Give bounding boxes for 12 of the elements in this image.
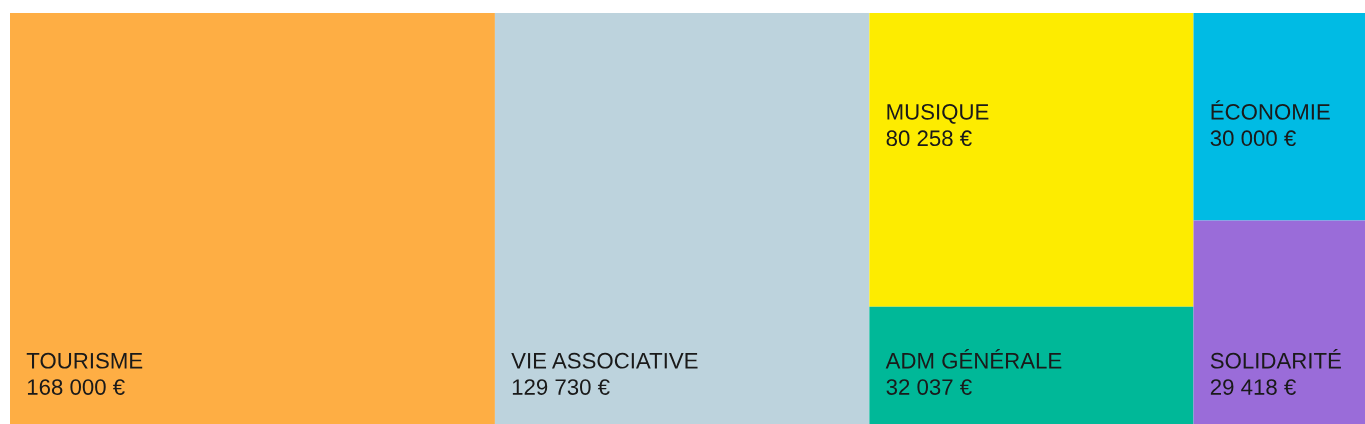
category-label: TOURISME bbox=[26, 352, 143, 369]
data-label: 80 258 € bbox=[886, 130, 972, 147]
data-label: 32 037 € bbox=[886, 379, 972, 395]
data-label: 129 730 € bbox=[512, 379, 610, 395]
category-label: MUSIQUE bbox=[887, 104, 989, 124]
category-label: SOLIDARITÉ bbox=[1210, 349, 1341, 369]
data-label: 168 000 € bbox=[27, 379, 125, 395]
data-label: 29 418 € bbox=[1210, 379, 1296, 395]
category-label: ADM GÉNÉRALE bbox=[885, 349, 1062, 369]
data-label: 30 000 € bbox=[1210, 130, 1296, 147]
category-label: VIE ASSOCIATIVE bbox=[511, 352, 698, 369]
category-label: ÉCONOMIE bbox=[1211, 100, 1330, 120]
